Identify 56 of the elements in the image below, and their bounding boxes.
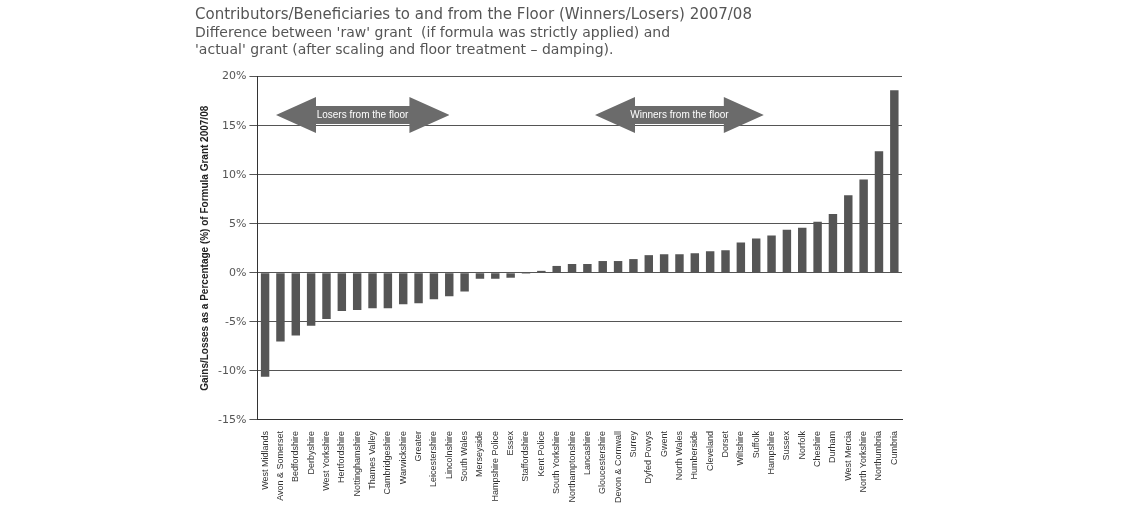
x-tick-label: Devon & Cornwall bbox=[612, 430, 623, 503]
text: 'actual' grant (after scaling and floor treatment – damping). bbox=[195, 40, 614, 57]
x-tick-label: Cumbria bbox=[888, 430, 899, 465]
x-tick-label: Lancashire bbox=[581, 430, 592, 475]
x-tick-label: West Yorkshire bbox=[320, 430, 331, 491]
y-tick-label: -10% bbox=[218, 363, 247, 377]
x-tick-label: Northamptonshire bbox=[566, 430, 577, 503]
x-tick-label: Hertfordshire bbox=[336, 430, 347, 483]
x-tick-label: Kent Police bbox=[535, 430, 546, 477]
annotation: Winners from the floor bbox=[630, 109, 729, 121]
x-tick-label: Northumbria bbox=[873, 430, 884, 481]
annotation: Losers from the floor bbox=[316, 109, 409, 121]
x-tick-label: Norfolk bbox=[796, 430, 807, 460]
x-tick-label: West Mercia bbox=[842, 430, 853, 481]
x-tick-label: Bedfordshire bbox=[290, 430, 301, 482]
x-tick-label: Hampshire Police bbox=[489, 430, 500, 502]
x-tick-label: North Wales bbox=[673, 430, 684, 481]
x-tick-label: Durham bbox=[827, 430, 838, 463]
y-tick-label: 20% bbox=[221, 69, 247, 83]
x-tick-label: Hampshire bbox=[766, 430, 777, 475]
y-tick-label: 0% bbox=[228, 265, 247, 279]
x-tick-label: Essex bbox=[505, 430, 516, 456]
x-tick-label: Greater bbox=[413, 430, 424, 462]
x-tick-label: Gwent bbox=[658, 430, 669, 457]
chart-title: Contributors/Beneficiaries to and from the Floor (Winners/Losers) 2007/08 bbox=[195, 4, 752, 23]
x-tick-label: Warwickshire bbox=[397, 430, 408, 485]
x-tick-label: Cleveland bbox=[704, 430, 715, 471]
x-tick-label: Derbyshire bbox=[305, 430, 316, 475]
y-tick-label: -5% bbox=[225, 314, 247, 328]
x-tick-label: Avon & Somerset bbox=[274, 430, 285, 501]
y-axis-title: Gains/Losses as a Percentage (%) of Formula Grant 2007/08 bbox=[198, 105, 210, 391]
text: Difference between 'raw' grant (if formula was strictly applied) and bbox=[195, 24, 671, 41]
x-tick-label: Dyfed Powys bbox=[643, 430, 654, 484]
x-tick-label: Merseyside bbox=[474, 430, 485, 477]
x-tick-label: South Yorkshire bbox=[551, 430, 562, 495]
y-tick-label: 10% bbox=[221, 167, 247, 181]
x-tick-label: Wiltshire bbox=[735, 430, 746, 466]
x-tick-label: Humberside bbox=[689, 430, 700, 480]
x-tick-label: South Wales bbox=[459, 430, 470, 482]
x-tick-label: North Yorkshire bbox=[858, 430, 869, 493]
x-tick-label: Nottinghamshire bbox=[351, 430, 362, 497]
x-tick-label: Sussex bbox=[781, 430, 792, 461]
x-tick-label: West Midlands bbox=[259, 430, 270, 490]
y-tick-label: 15% bbox=[221, 118, 247, 132]
x-tick-label: Gloucestershire bbox=[597, 430, 608, 494]
x-tick-label: Staffordshire bbox=[520, 430, 531, 482]
y-tick-label: 5% bbox=[228, 216, 247, 230]
x-tick-label: Lincolnshire bbox=[443, 430, 454, 479]
x-tick-label: Dorset bbox=[719, 430, 730, 458]
x-tick-label: Suffolk bbox=[750, 430, 761, 459]
x-tick-label: Cheshire bbox=[812, 430, 823, 467]
x-tick-label: Leicestershire bbox=[428, 430, 439, 487]
x-tick-label: Cambridgeshire bbox=[382, 430, 393, 495]
x-tick-label: Thames Valley bbox=[367, 430, 378, 490]
x-tick-label: Surrey bbox=[627, 430, 638, 458]
y-tick-label: -15% bbox=[218, 412, 247, 426]
